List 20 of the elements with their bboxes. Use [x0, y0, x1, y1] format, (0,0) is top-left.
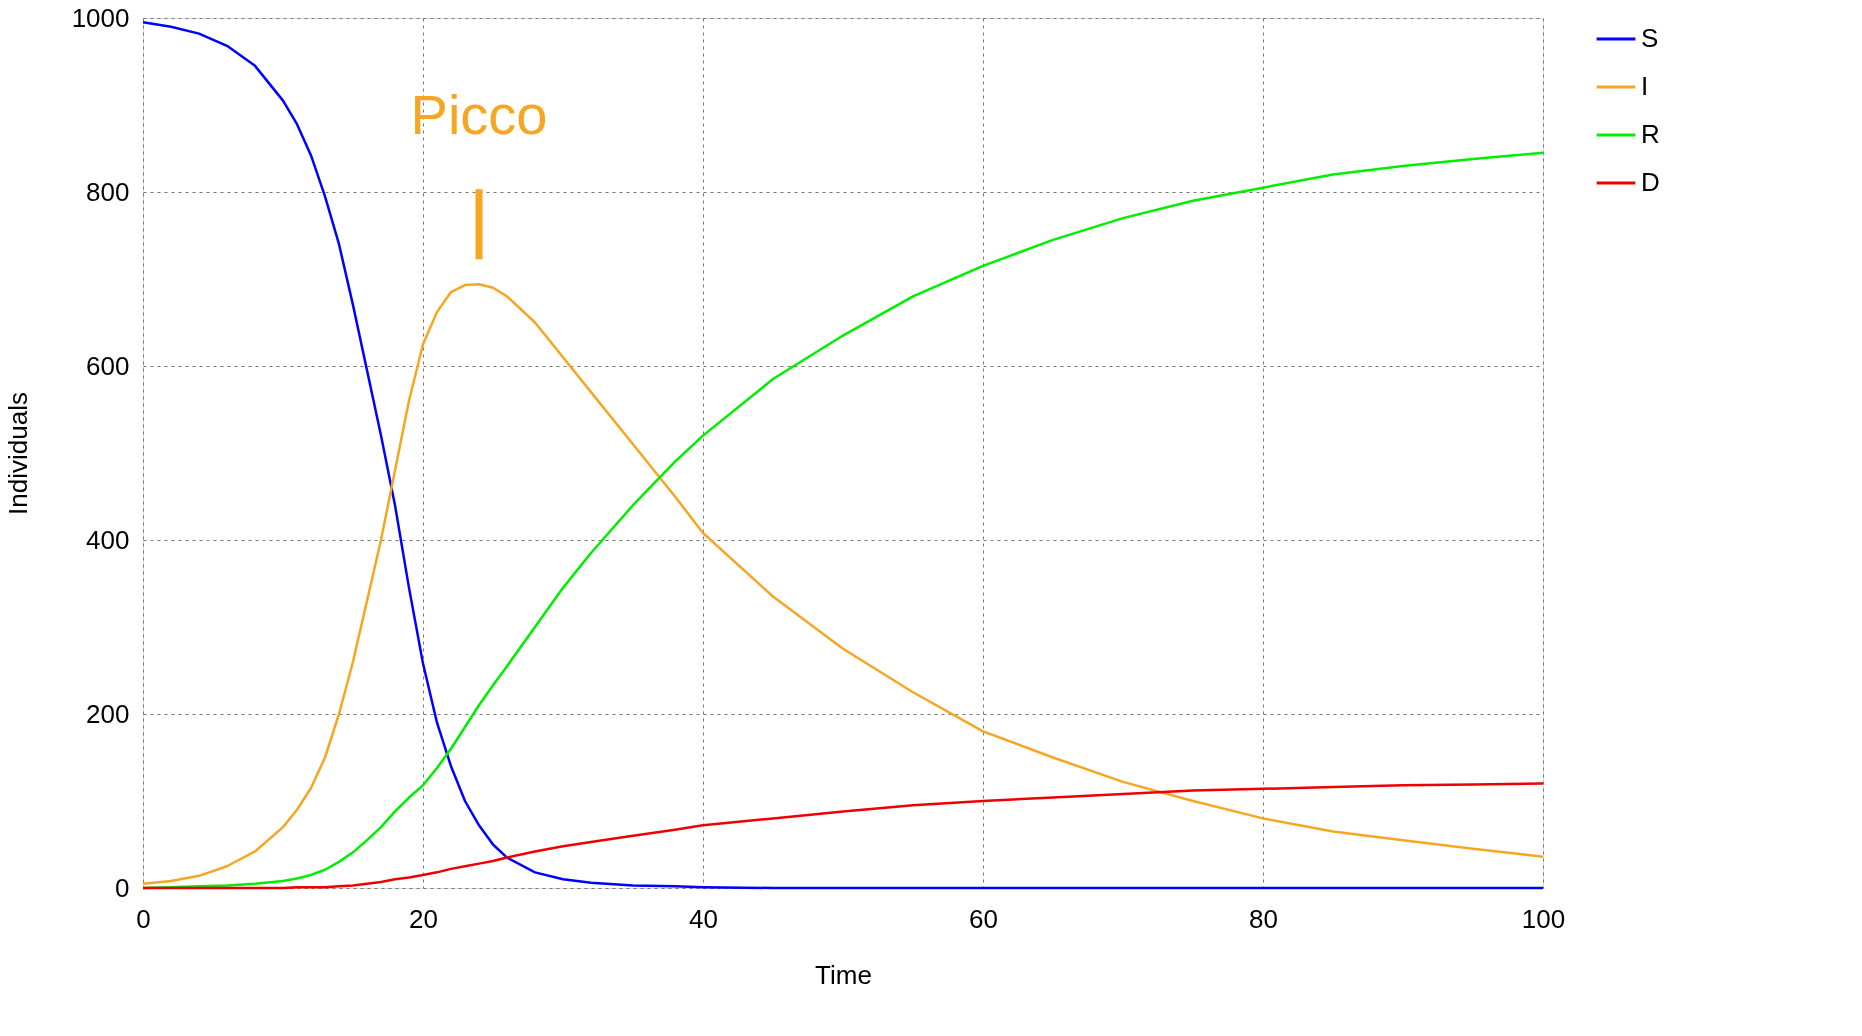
legend-label: D: [1641, 167, 1660, 197]
annotation: Picco: [410, 83, 548, 147]
y-tick-label: 600: [86, 350, 130, 381]
y-tick-label: 0: [115, 872, 130, 903]
line-series: [141, 282, 1545, 885]
x-axis-title: Time: [815, 959, 872, 990]
x-tick-label: 20: [409, 903, 438, 934]
legend-label: R: [1641, 119, 1660, 149]
y-tick-label: 1000: [71, 2, 130, 33]
y-tick-label: 400: [86, 524, 130, 555]
x-tick-label: 100: [1521, 903, 1566, 934]
x-tick-label: 0: [136, 903, 151, 934]
x-tick-label: 60: [969, 903, 998, 934]
y-tick-label: 800: [86, 176, 130, 207]
y-tick-label: 200: [86, 698, 130, 729]
y-axis-title: Individuals: [2, 392, 33, 515]
x-tick-label: 40: [689, 903, 718, 934]
x-tick-label: 80: [1249, 903, 1278, 934]
legend-label: S: [1641, 23, 1659, 53]
legend-label: I: [1641, 71, 1649, 101]
